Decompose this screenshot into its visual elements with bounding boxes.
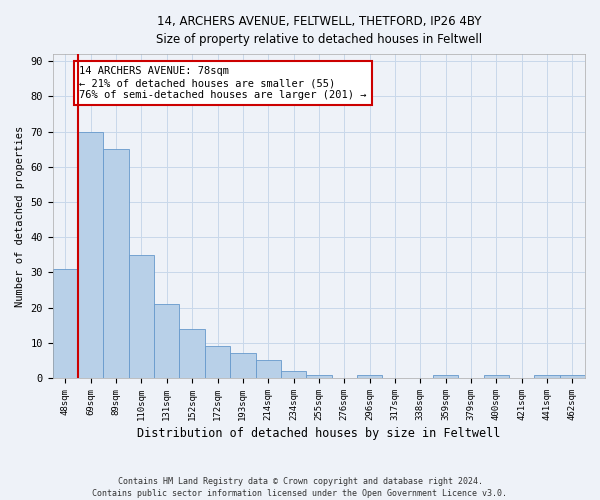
Bar [484, 374, 509, 378]
Bar [230, 354, 256, 378]
Bar [306, 374, 332, 378]
Bar [154, 304, 179, 378]
Bar [560, 374, 585, 378]
Title: 14, ARCHERS AVENUE, FELTWELL, THETFORD, IP26 4BY
Size of property relative to de: 14, ARCHERS AVENUE, FELTWELL, THETFORD, … [156, 15, 482, 46]
Bar [78, 132, 103, 378]
Text: 14 ARCHERS AVENUE: 78sqm
← 21% of detached houses are smaller (55)
76% of semi-d: 14 ARCHERS AVENUE: 78sqm ← 21% of detach… [79, 66, 367, 100]
Bar [129, 255, 154, 378]
Bar [256, 360, 281, 378]
Bar [179, 329, 205, 378]
Bar [205, 346, 230, 378]
Bar [103, 149, 129, 378]
X-axis label: Distribution of detached houses by size in Feltwell: Distribution of detached houses by size … [137, 427, 500, 440]
Text: Contains HM Land Registry data © Crown copyright and database right 2024.
Contai: Contains HM Land Registry data © Crown c… [92, 476, 508, 498]
Bar [357, 374, 382, 378]
Bar [281, 371, 306, 378]
Bar [53, 269, 78, 378]
Y-axis label: Number of detached properties: Number of detached properties [15, 126, 25, 306]
Bar [535, 374, 560, 378]
Bar [433, 374, 458, 378]
